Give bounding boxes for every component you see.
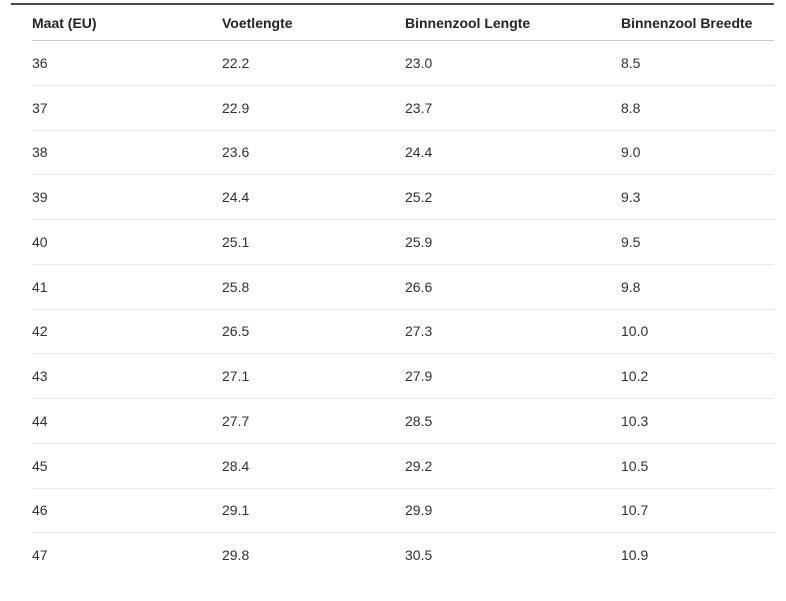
table-row: 43 27.1 27.9 10.2 [32, 353, 774, 399]
table-cell: 9.8 [621, 264, 774, 310]
table-cell: 29.2 [405, 443, 621, 489]
table-cell: 9.5 [621, 219, 774, 265]
table-cell: 25.9 [405, 219, 621, 265]
column-header: Binnenzool Breedte [621, 5, 774, 41]
header-row: Maat (EU) Voetlengte Binnenzool Lengte Binn… [32, 5, 774, 41]
size-table: Maat (EU) Voetlengte Binnenzool Lengte Binn… [32, 5, 774, 577]
table-cell: 27.1 [222, 353, 405, 399]
table-cell: 43 [32, 353, 222, 399]
table-row: 41 25.8 26.6 9.8 [32, 264, 774, 310]
table-cell: 42 [32, 309, 222, 355]
table-row: 44 27.7 28.5 10.3 [32, 398, 774, 444]
table-cell: 10.9 [621, 547, 649, 564]
table-top-rule [11, 3, 774, 5]
table-cell: 23.0 [405, 40, 621, 86]
table-row: 46 29.1 29.9 10.7 [32, 488, 774, 534]
table-cell: 10.5 [621, 443, 774, 489]
table-cell: 29.1 [222, 488, 405, 534]
table-cell: 9.3 [621, 174, 774, 220]
column-header: Maat (EU) [32, 5, 222, 41]
table-cell: 37 [32, 85, 222, 131]
table-cell: 45 [32, 443, 222, 489]
table-cell: 25.8 [222, 264, 405, 310]
table-cell: 38 [32, 130, 222, 176]
column-header: Voetlengte [222, 5, 405, 41]
column-header: Binnenzool Lengte [405, 5, 621, 41]
table-cell: 8.8 [621, 85, 774, 131]
table-cell: 26.5 [222, 309, 405, 355]
table-cell: 24.4 [405, 130, 621, 176]
table-row: 37 22.9 23.7 8.8 [32, 85, 774, 131]
table-cell: 9.0 [621, 130, 774, 176]
table-cell: 27.3 [405, 309, 621, 355]
table-cell: 24.4 [222, 174, 405, 220]
table-cell: 29.8 [222, 547, 250, 564]
table-cell: 25.1 [222, 219, 405, 265]
table-cell: 44 [32, 398, 222, 444]
table-cell: 23.7 [405, 85, 621, 131]
table-cell: 22.9 [222, 85, 405, 131]
table-cell: 10.3 [621, 398, 774, 444]
table-cell: 30.5 [405, 547, 433, 564]
table-row: 45 28.4 29.2 10.5 [32, 443, 774, 489]
table-row: 47 29.8 30.5 10.9 [32, 533, 774, 577]
table-row: 40 25.1 25.9 9.5 [32, 219, 774, 265]
size-table-body: 36 22.2 23.0 8.5 37 22.9 23.7 8.8 38 23.6 24.4 9.0 3… [32, 40, 774, 578]
table-cell: 39 [32, 174, 222, 220]
table-row: 38 23.6 24.4 9.0 [32, 130, 774, 176]
table-cell: 47 [32, 547, 48, 564]
table-cell: 41 [32, 264, 222, 310]
table-row: 42 26.5 27.3 10.0 [32, 309, 774, 355]
table-cell: 28.5 [405, 398, 621, 444]
table-cell: 10.2 [621, 353, 774, 399]
table-cell: 27.9 [405, 353, 621, 399]
table-cell: 23.6 [222, 130, 405, 176]
size-table-header: Maat (EU) Voetlengte Binnenzool Lengte Binn… [32, 5, 774, 41]
table-cell: 10.7 [621, 488, 774, 534]
table-row: 36 22.2 23.0 8.5 [32, 40, 774, 86]
table-cell: 46 [32, 488, 222, 534]
table-cell: 25.2 [405, 174, 621, 220]
table-cell: 29.9 [405, 488, 621, 534]
table-cell: 22.2 [222, 40, 405, 86]
table-cell: 40 [32, 219, 222, 265]
table-row: 39 24.4 25.2 9.3 [32, 174, 774, 220]
table-cell: 27.7 [222, 398, 405, 444]
table-cell: 36 [32, 40, 222, 86]
table-cell: 28.4 [222, 443, 405, 489]
table-cell: 10.0 [621, 309, 774, 355]
table-cell: 8.5 [621, 40, 774, 86]
table-cell: 26.6 [405, 264, 621, 310]
